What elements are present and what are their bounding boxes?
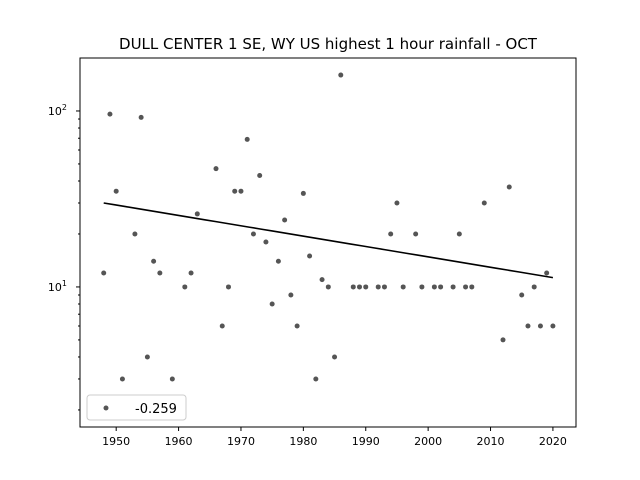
trend-line	[103, 202, 554, 279]
y-tick-label: 101	[48, 279, 67, 294]
data-point	[319, 277, 325, 283]
data-point	[357, 284, 363, 290]
data-point	[506, 184, 512, 190]
data-point	[500, 337, 506, 343]
x-tick-label: 2010	[477, 435, 505, 448]
data-point	[288, 292, 294, 298]
data-point	[232, 188, 238, 194]
legend-marker	[103, 405, 109, 411]
data-point	[157, 270, 163, 276]
data-point	[400, 284, 406, 290]
data-point	[375, 284, 381, 290]
data-point	[269, 301, 275, 307]
data-point	[113, 188, 119, 194]
x-tick-label: 2020	[539, 435, 567, 448]
data-point	[550, 323, 556, 329]
x-tick-label: 1950	[102, 435, 130, 448]
data-point	[537, 323, 543, 329]
data-point	[456, 231, 462, 237]
plot-frame	[79, 57, 577, 428]
data-point	[463, 284, 469, 290]
data-point	[219, 323, 225, 329]
data-point	[151, 258, 157, 264]
data-point	[438, 284, 444, 290]
data-point	[300, 190, 306, 196]
data-point	[132, 231, 138, 237]
data-point	[294, 323, 300, 329]
data-point	[213, 166, 219, 172]
data-point	[194, 211, 200, 217]
x-tick-label: 2000	[414, 435, 442, 448]
data-point	[531, 284, 537, 290]
data-point	[107, 111, 113, 117]
data-point	[101, 270, 107, 276]
data-point	[182, 284, 188, 290]
data-point	[244, 136, 250, 142]
x-tick-label: 1970	[227, 435, 255, 448]
data-point	[313, 376, 319, 382]
data-point	[138, 114, 144, 120]
data-point	[275, 258, 281, 264]
legend-label: -0.259	[135, 402, 177, 417]
data-point	[481, 200, 487, 206]
data-point	[225, 284, 231, 290]
data-point	[169, 376, 175, 382]
data-point	[250, 231, 256, 237]
data-point	[119, 376, 125, 382]
data-point	[350, 284, 356, 290]
chart-title: DULL CENTER 1 SE, WY US highest 1 hour r…	[119, 35, 538, 53]
data-point	[332, 354, 338, 360]
data-point	[413, 231, 419, 237]
data-point	[238, 188, 244, 194]
data-point	[381, 284, 387, 290]
data-point	[544, 270, 550, 276]
data-point	[338, 72, 344, 78]
data-point	[282, 217, 288, 223]
data-point	[519, 292, 525, 298]
x-tick-label: 1990	[352, 435, 380, 448]
data-point	[263, 239, 269, 245]
y-tick-label: 102	[48, 103, 67, 118]
data-point	[431, 284, 437, 290]
data-point	[257, 172, 263, 178]
data-point	[469, 284, 475, 290]
data-point	[394, 200, 400, 206]
x-tick-label: 1960	[165, 435, 193, 448]
data-point	[325, 284, 331, 290]
data-point	[419, 284, 425, 290]
data-point	[388, 231, 394, 237]
data-point	[363, 284, 369, 290]
data-point	[307, 253, 313, 259]
data-point	[144, 354, 150, 360]
x-tick-label: 1980	[289, 435, 317, 448]
data-point	[188, 270, 194, 276]
data-point	[525, 323, 531, 329]
data-point	[450, 284, 456, 290]
legend: -0.259	[86, 394, 187, 421]
